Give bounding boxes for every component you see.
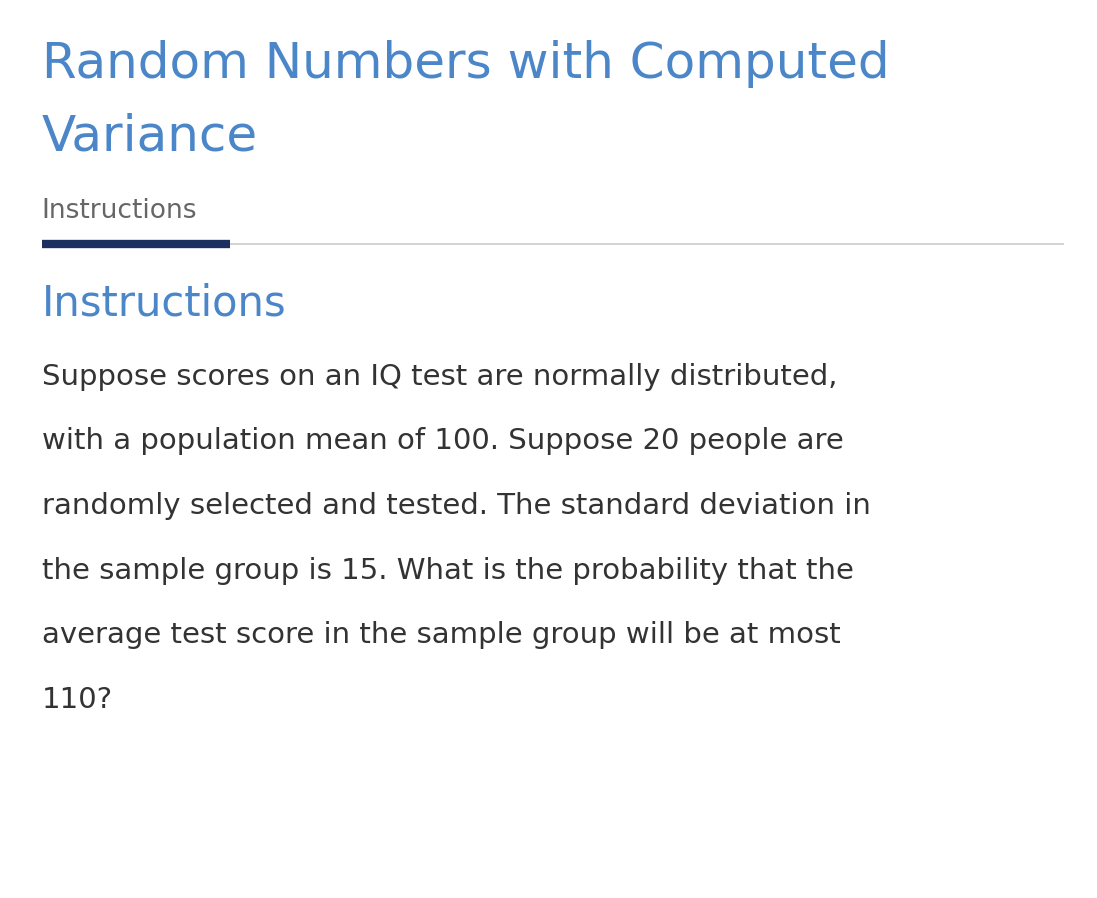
Text: randomly selected and tested. The standard deviation in: randomly selected and tested. The standa… — [42, 492, 871, 520]
Text: average test score in the sample group will be at most: average test score in the sample group w… — [42, 621, 840, 649]
Text: the sample group is 15. What is the probability that the: the sample group is 15. What is the prob… — [42, 557, 853, 585]
Text: Variance: Variance — [42, 112, 258, 160]
Text: 110?: 110? — [42, 686, 113, 714]
Text: with a population mean of 100. Suppose 20 people are: with a population mean of 100. Suppose 2… — [42, 427, 844, 455]
Text: Suppose scores on an IQ test are normally distributed,: Suppose scores on an IQ test are normall… — [42, 363, 837, 391]
Text: Instructions: Instructions — [42, 198, 197, 224]
Text: Instructions: Instructions — [42, 283, 286, 325]
Text: Random Numbers with Computed: Random Numbers with Computed — [42, 40, 890, 88]
